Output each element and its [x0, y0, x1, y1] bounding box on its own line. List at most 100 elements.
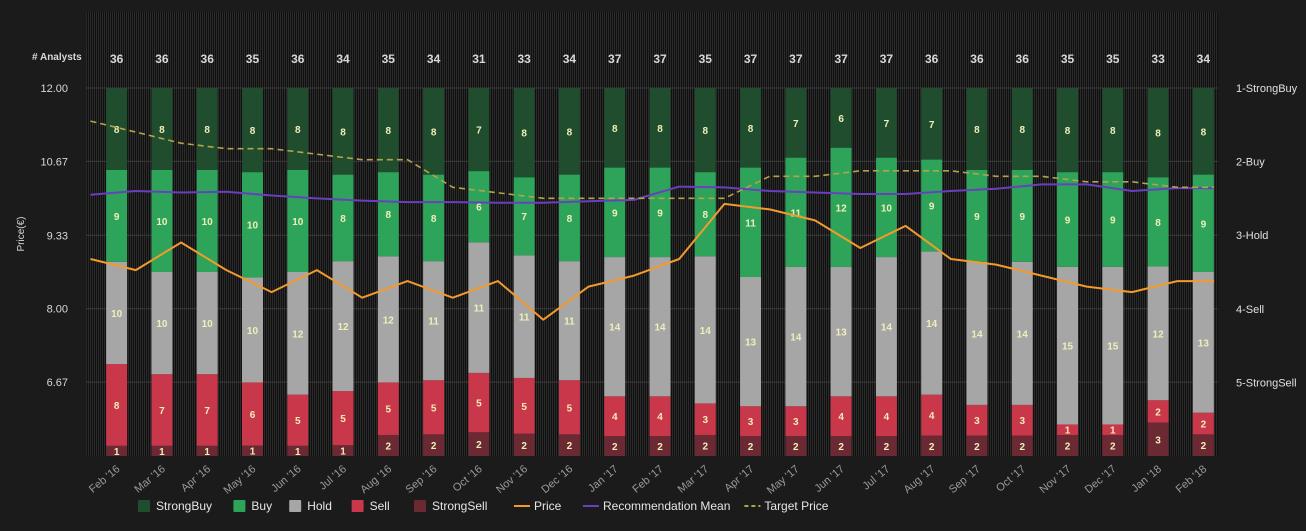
bar-buy-19	[966, 169, 988, 262]
bar-buy-8	[468, 171, 490, 243]
bar-hold-18	[921, 251, 943, 395]
bar-label-strongsell-17: 2	[884, 442, 890, 453]
bar-label-strongsell-21: 2	[1065, 441, 1071, 452]
bar-buy-23	[1147, 177, 1169, 267]
bar-label-strongbuy-23: 8	[1155, 129, 1161, 140]
bar-label-buy-8: 6	[476, 203, 482, 214]
analyst-count-21: 35	[1061, 52, 1075, 66]
bar-strongsell-11	[604, 436, 626, 456]
bar-sell-9	[513, 377, 535, 434]
bar-strongbuy-6	[377, 88, 399, 173]
bar-label-buy-12: 9	[657, 208, 663, 219]
analyst-count-10: 34	[563, 52, 577, 66]
bar-hold-13	[694, 256, 716, 404]
bar-strongsell-22	[1102, 434, 1124, 456]
bar-strongsell-15	[785, 436, 807, 456]
legend-swatch-4	[414, 500, 426, 512]
bar-strongsell-13	[694, 434, 716, 456]
bar-label-strongsell-13: 2	[702, 441, 708, 452]
bar-strongbuy-2	[196, 88, 218, 170]
bar-label-hold-19: 14	[971, 329, 983, 340]
bar-label-strongbuy-17: 7	[884, 119, 890, 130]
bar-label-sell-24: 2	[1201, 420, 1207, 431]
y-axis-title: Price(€)	[16, 216, 27, 251]
bar-strongsell-18	[921, 435, 943, 456]
bar-strongsell-5	[332, 445, 354, 456]
bar-label-strongsell-5: 1	[340, 447, 346, 458]
bar-label-hold-24: 13	[1198, 338, 1210, 349]
bar-buy-20	[1011, 169, 1033, 262]
bar-strongbuy-0	[106, 88, 128, 170]
bar-label-hold-23: 12	[1153, 329, 1165, 340]
bar-strongbuy-21	[1057, 88, 1079, 173]
bar-strongsell-0	[106, 445, 128, 456]
bar-label-hold-4: 12	[292, 329, 304, 340]
bar-label-sell-1: 7	[159, 406, 165, 417]
bar-sell-10	[558, 380, 580, 435]
y-tick-label-4: 6.67	[47, 377, 68, 389]
bar-label-hold-1: 10	[156, 319, 168, 330]
bar-label-hold-21: 15	[1062, 342, 1074, 353]
bar-label-strongsell-14: 2	[748, 442, 754, 453]
bar-label-sell-20: 3	[1019, 416, 1025, 427]
bar-strongsell-9	[513, 433, 535, 456]
bar-strongsell-16	[830, 436, 852, 456]
bar-strongbuy-12	[649, 88, 671, 168]
bar-label-strongbuy-14: 8	[748, 124, 754, 135]
rec-axis-label-3: 4-Sell	[1236, 304, 1264, 316]
legend-label-6: Recommendation Mean	[603, 499, 730, 513]
bar-label-hold-18: 14	[926, 319, 938, 330]
bar-label-buy-23: 8	[1155, 218, 1161, 229]
analyst-count-20: 36	[1016, 52, 1030, 66]
bar-label-strongsell-19: 2	[974, 442, 980, 453]
bar-label-buy-18: 9	[929, 202, 935, 213]
bar-label-buy-0: 9	[114, 212, 120, 223]
bar-label-buy-11: 9	[612, 208, 618, 219]
bar-sell-0	[106, 364, 128, 446]
legend-label-3: Sell	[370, 499, 390, 513]
analyst-count-1: 36	[155, 52, 169, 66]
bar-label-hold-11: 14	[609, 323, 621, 334]
bar-strongsell-7	[423, 434, 445, 456]
bar-label-hold-2: 10	[202, 319, 214, 330]
analyst-count-4: 36	[291, 52, 305, 66]
analyst-counts: 36 36 36 35 36 34 35 34 31 33 34 37 37 35 37 37 37 37 36 36…	[110, 52, 1210, 66]
bar-label-strongsell-18: 2	[929, 442, 935, 453]
bar-sell-1	[151, 374, 173, 446]
bar-label-sell-12: 4	[657, 412, 663, 423]
price-axis: 12.00 10.67 9.33 8.00 6.67	[40, 83, 68, 389]
analyst-count-3: 35	[246, 52, 260, 66]
bar-label-sell-21: 1	[1065, 426, 1071, 437]
bar-label-strongbuy-18: 7	[929, 120, 935, 131]
bar-strongbuy-18	[921, 88, 943, 160]
bar-label-strongsell-1: 1	[159, 447, 165, 458]
bar-buy-7	[423, 174, 445, 262]
bar-label-strongsell-22: 2	[1110, 441, 1116, 452]
bar-label-strongsell-9: 2	[521, 441, 527, 452]
bar-label-sell-14: 3	[748, 417, 754, 428]
bar-label-hold-8: 11	[474, 304, 485, 315]
bar-buy-22	[1102, 172, 1124, 267]
bar-hold-1	[151, 272, 173, 375]
bar-sell-5	[332, 391, 354, 446]
legend-label-0: StrongBuy	[156, 499, 212, 513]
bar-hold-0	[106, 261, 128, 364]
bar-label-strongsell-2: 1	[204, 447, 210, 458]
bar-sell-22	[1102, 424, 1124, 435]
bar-hold-14	[740, 276, 762, 407]
analyst-count-17: 37	[880, 52, 894, 66]
bar-strongbuy-3	[241, 88, 263, 173]
bar-strongbuy-10	[558, 88, 580, 175]
bar-label-strongbuy-20: 8	[1019, 125, 1025, 136]
line-recommendation-mean	[90, 183, 1214, 204]
bar-label-sell-6: 5	[386, 405, 392, 416]
bar-label-buy-13: 8	[702, 210, 708, 221]
bar-strongbuy-11	[604, 88, 626, 168]
bar-hold-7	[423, 261, 445, 381]
bar-hold-8	[468, 242, 490, 373]
bar-sell-24	[1192, 412, 1214, 435]
bar-sell-16	[830, 396, 852, 437]
bar-hold-20	[1011, 261, 1033, 405]
bar-buy-5	[332, 174, 354, 262]
